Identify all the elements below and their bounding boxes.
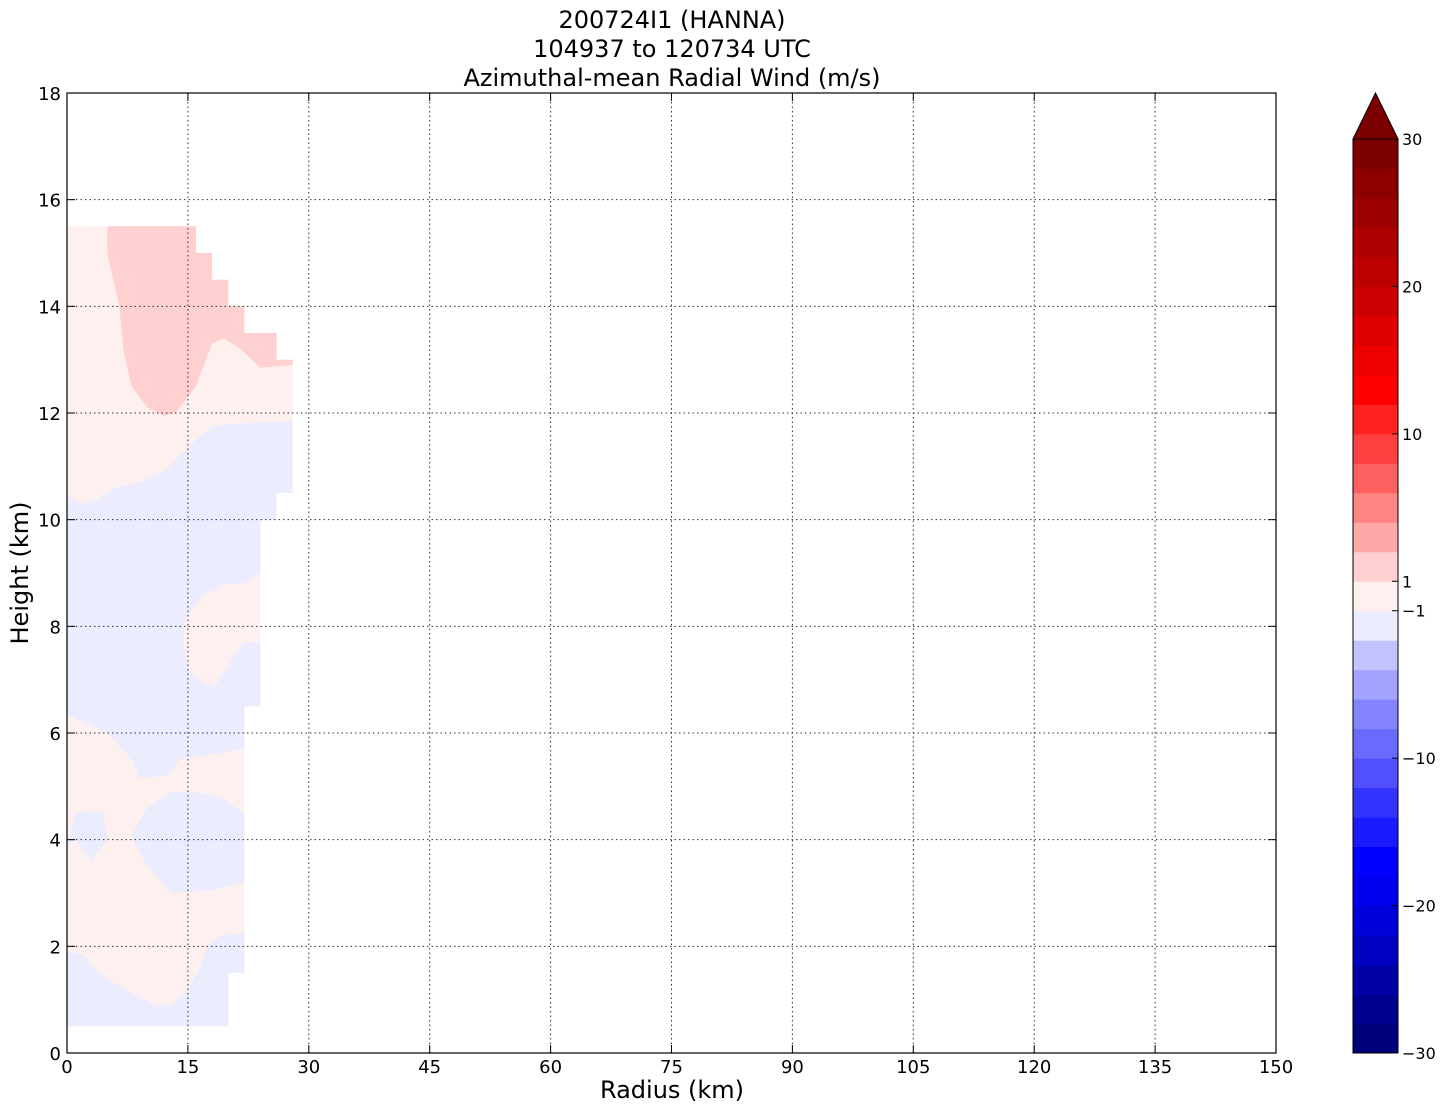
contour-region-inflow-low-left [67, 810, 108, 861]
y-tick-label: 10 [38, 511, 61, 532]
contour-region-inflow-mid [67, 421, 293, 779]
colorbar-band [1353, 197, 1398, 228]
colorbar-tick-label: 20 [1402, 277, 1422, 296]
colorbar-band [1353, 522, 1398, 553]
colorbar-band [1353, 581, 1398, 612]
colorbar-band [1353, 728, 1398, 759]
y-tick-label: 18 [38, 84, 61, 105]
colorbar-band [1353, 433, 1398, 464]
y-tick-label: 4 [50, 831, 61, 852]
x-tick-label: 150 [1259, 1057, 1293, 1078]
y-tick-label: 2 [50, 937, 61, 958]
colorbar-tick-label: −20 [1402, 897, 1436, 916]
x-tick-label: 90 [781, 1057, 804, 1078]
colorbar-tick-label: −1 [1402, 602, 1426, 621]
y-tick-label: 6 [50, 724, 61, 745]
colorbar-band [1353, 699, 1398, 730]
x-axis: 0 15 30 45 60 75 90 105 120 135 150 [61, 93, 1293, 1078]
contour-region-inflow-surface [67, 933, 245, 1027]
colorbar-band [1353, 139, 1398, 169]
colorbar-band [1353, 787, 1398, 818]
x-axis-label: Radius (km) [600, 1076, 744, 1104]
colorbar-tick-label: 30 [1402, 130, 1422, 149]
contour-region-outflow-upper [107, 226, 293, 416]
y-tick-label: 12 [38, 404, 61, 425]
colorbar-band [1353, 876, 1398, 907]
colorbar: 30 20 10 1 −1 −10 −20 −30 [1352, 91, 1436, 1063]
colorbar-band [1353, 935, 1398, 966]
colorbar-band [1353, 610, 1398, 641]
colorbar-band [1353, 846, 1398, 877]
colorbar-band [1353, 286, 1398, 317]
x-tick-label: 0 [61, 1057, 72, 1078]
x-tick-label: 135 [1138, 1057, 1172, 1078]
x-tick-label: 105 [896, 1057, 930, 1078]
title-line-1: 200724I1 (HANNA) [558, 6, 785, 34]
title-line-2: 104937 to 120734 UTC [533, 35, 811, 63]
colorbar-extend-arrow [1352, 91, 1399, 140]
colorbar-band [1353, 640, 1398, 671]
colorbar-band [1353, 1023, 1398, 1054]
colorbar-band [1353, 905, 1398, 936]
colorbar-band [1353, 315, 1398, 346]
colorbar-band [1353, 256, 1398, 287]
colorbar-band [1353, 817, 1398, 848]
colorbar-band [1353, 994, 1398, 1025]
x-tick-label: 60 [539, 1057, 562, 1078]
colorbar-band [1353, 463, 1398, 494]
grid-lines [67, 93, 1276, 1053]
y-axis: 0 2 4 6 8 10 12 14 16 18 [38, 84, 1276, 1065]
colorbar-band [1353, 964, 1398, 995]
colorbar-tick-label: 10 [1402, 425, 1422, 444]
colorbar-band [1353, 227, 1398, 258]
y-tick-label: 14 [38, 297, 61, 318]
colorbar-tick-label: −10 [1402, 749, 1436, 768]
y-tick-label: 16 [38, 191, 61, 212]
x-tick-label: 30 [297, 1057, 320, 1078]
x-tick-label: 120 [1017, 1057, 1051, 1078]
colorbar-frame [1352, 138, 1399, 1054]
y-tick-label: 0 [50, 1044, 61, 1065]
x-tick-label: 15 [176, 1057, 199, 1078]
contour-region-inflow-low [131, 791, 245, 893]
colorbar-band [1353, 404, 1398, 435]
colorbar-tick-label: 1 [1402, 572, 1412, 591]
chart-title: 200724I1 (HANNA) 104937 to 120734 UTC Az… [463, 6, 880, 92]
colorbar-band [1353, 669, 1398, 700]
colorbar-band [1353, 374, 1398, 405]
colorbar-band [1353, 551, 1398, 582]
x-tick-label: 75 [660, 1057, 683, 1078]
y-tick-label: 8 [50, 617, 61, 638]
colorbar-band [1353, 758, 1398, 789]
colorbar-band [1353, 168, 1398, 199]
x-tick-label: 45 [418, 1057, 441, 1078]
colorbar-band [1353, 492, 1398, 523]
title-line-3: Azimuthal-mean Radial Wind (m/s) [463, 64, 880, 92]
y-axis-label: Height (km) [6, 502, 34, 645]
colorbar-tick-label: −30 [1402, 1044, 1436, 1063]
colorbar-band [1353, 345, 1398, 376]
